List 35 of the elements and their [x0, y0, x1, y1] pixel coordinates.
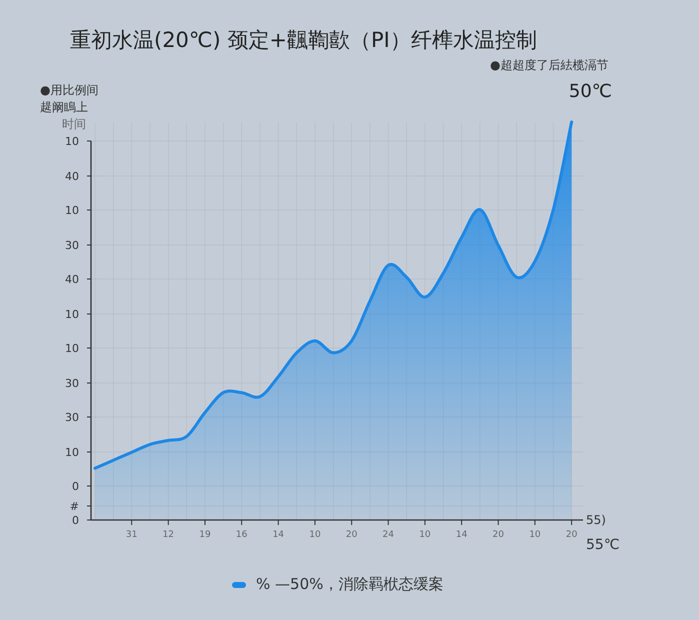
- x-tick-label: 19: [199, 530, 211, 540]
- x-tick-label: 10: [529, 530, 541, 540]
- text: #: [70, 500, 79, 513]
- x-tick-label: 10: [419, 530, 431, 540]
- x-tick-label: 31: [126, 530, 138, 540]
- x-tick-label: 12: [162, 530, 174, 540]
- x-tick-label: 20: [346, 530, 358, 540]
- text: 40: [65, 273, 79, 286]
- text: 0: [72, 480, 79, 493]
- legend-label: % —50%，消除羁栿态缓案: [256, 575, 444, 593]
- text: ●超超度了后紶榄滆节: [490, 58, 608, 72]
- x-tick-label: 14: [272, 530, 284, 540]
- chart-title: 重初水温(20℃) 颈定+飌鞫歖（PI）纤榫水温控制: [70, 28, 537, 52]
- text: 55): [586, 513, 606, 527]
- text: 10: [65, 446, 79, 459]
- text: 30: [65, 239, 79, 252]
- x-tick-label: 16: [236, 530, 248, 540]
- text: 10: [65, 308, 79, 321]
- text: 0: [72, 514, 79, 527]
- text: 40: [65, 170, 79, 183]
- x-tick-label: 20: [492, 530, 504, 540]
- y-axis-title: 时间: [62, 117, 86, 131]
- text: 50℃: [568, 81, 612, 102]
- x-tick-label: 24: [382, 530, 394, 540]
- text: 10: [65, 135, 79, 148]
- text: ●用比例间: [40, 83, 98, 97]
- text: 10: [65, 204, 79, 217]
- x-tick-label: 20: [566, 530, 578, 540]
- x-tick-label: 14: [456, 530, 468, 540]
- x-tick-label: 10: [309, 530, 321, 540]
- text: 30: [65, 411, 79, 424]
- text: 趧阚瞗上: [40, 100, 88, 114]
- text: 30: [65, 377, 79, 390]
- x-axis-title: 55℃: [586, 537, 620, 553]
- text: 10: [65, 342, 79, 355]
